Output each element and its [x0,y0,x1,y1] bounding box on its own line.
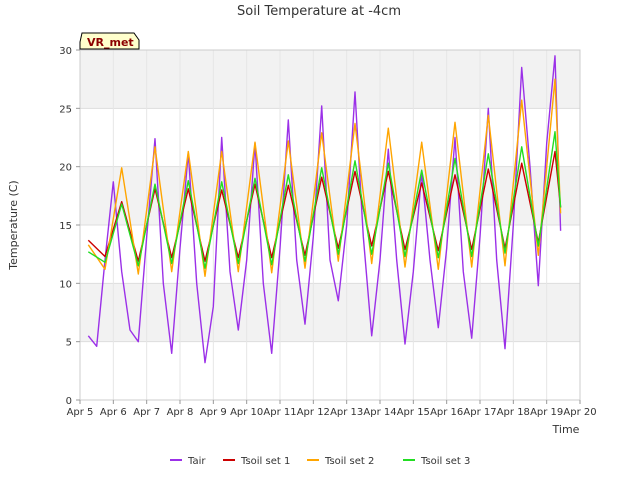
series-layer [87,55,562,364]
x-tick-label: Apr 19 [530,407,563,418]
legend-label: Tsoil set 1 [240,456,290,467]
y-tick-label: 25 [59,104,72,115]
chart-title: Soil Temperature at -4cm [237,4,401,19]
y-axis-label: Temperature (C) [7,180,20,270]
series-line-1 [87,55,562,364]
x-tick-label: Apr 11 [263,407,296,418]
x-tick-label: Apr 15 [397,407,430,418]
x-tick-label: Apr 5 [67,407,94,418]
y-tick-label: 15 [59,221,72,232]
x-tick-label: Apr 20 [563,407,596,418]
x-tick-label: Apr 16 [430,407,463,418]
legend-label: Tsoil set 2 [324,456,374,467]
x-tick-label: Apr 6 [100,407,127,418]
x-tick-label: Apr 7 [133,407,160,418]
x-axis: Apr 5 Apr 6 Apr 7 Apr 8 Apr 9 Apr 10 Apr 11 Apr… [67,400,597,418]
x-tick-label: Apr 8 [167,407,194,418]
annotation-badge: VR_met [79,32,140,50]
x-axis-label: Time [552,423,580,436]
background-band [80,50,580,109]
y-tick-label: 0 [66,396,72,407]
annotation-text: VR_met [87,36,134,49]
y-tick-label: 20 [59,163,72,174]
series-line-4 [87,130,562,269]
y-tick-label: 10 [59,279,72,290]
x-tick-label: Apr 14 [363,407,396,418]
x-tick-label: Apr 12 [297,407,330,418]
y-tick-label: 30 [59,46,72,57]
legend-label: Tair [187,456,206,467]
x-tick-label: Apr 13 [330,407,363,418]
y-tick-label: 5 [66,338,72,349]
x-tick-label: Apr 17 [463,407,496,418]
background-band [80,283,580,342]
x-tick-label: Apr 18 [497,407,530,418]
legend-label: Tsoil set 3 [420,456,470,467]
x-tick-label: Apr 10 [230,407,263,418]
annotation-box [79,32,140,50]
x-tick-label: Apr 9 [200,407,227,418]
y-axis: 0 5 10 15 20 25 30 [59,46,80,407]
legend: Tair Tsoil set 1 Tsoil set 2 Tsoil set 3 [170,456,470,467]
